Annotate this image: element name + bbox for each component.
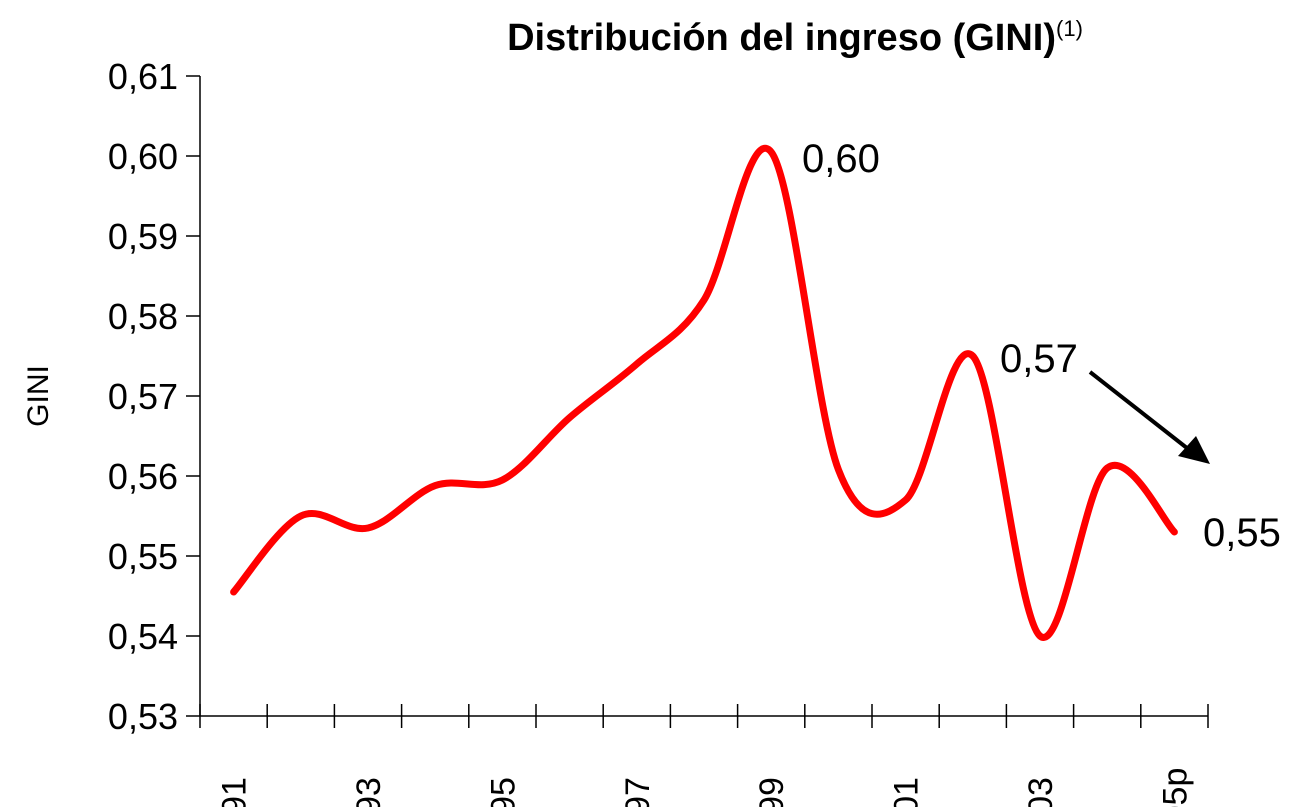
x-tick-label: 03 <box>1022 777 1060 807</box>
y-tick-label: 0,60 <box>108 136 178 177</box>
x-tick-label: 93 <box>350 777 388 807</box>
title-note: (1) <box>1056 16 1083 41</box>
x-tick-label: 95 <box>484 777 522 807</box>
y-tick-label: 0,54 <box>108 616 178 657</box>
y-tick-label: 0,59 <box>108 216 178 257</box>
x-tick-label: 91 <box>216 777 254 807</box>
y-tick-label: 0,55 <box>108 536 178 577</box>
x-tick-label: 01 <box>888 777 926 807</box>
y-tick-label: 0,58 <box>108 296 178 337</box>
y-tick-label: 0,61 <box>108 56 178 97</box>
data-line <box>230 145 1178 641</box>
x-tick-label: 99 <box>753 777 791 807</box>
annotation: 0,57 <box>1000 337 1078 381</box>
y-tick-label: 0,57 <box>108 376 178 417</box>
x-tick-label: 97 <box>619 777 657 807</box>
annotation: 0,60 <box>802 137 880 181</box>
arrow <box>1088 370 1194 454</box>
y-tick-label: 0,53 <box>108 696 178 737</box>
x-tick-label: 05p <box>1156 768 1194 807</box>
annotation: 0,55 <box>1203 511 1281 555</box>
title-text: Distribución del ingreso (GINI) <box>507 17 1056 59</box>
arrow-head <box>1178 436 1210 464</box>
chart-title: Distribución del ingreso (GINI)(1) <box>507 16 1083 59</box>
y-tick-label: 0,56 <box>108 456 178 497</box>
y-axis-label: GINI <box>22 365 55 427</box>
